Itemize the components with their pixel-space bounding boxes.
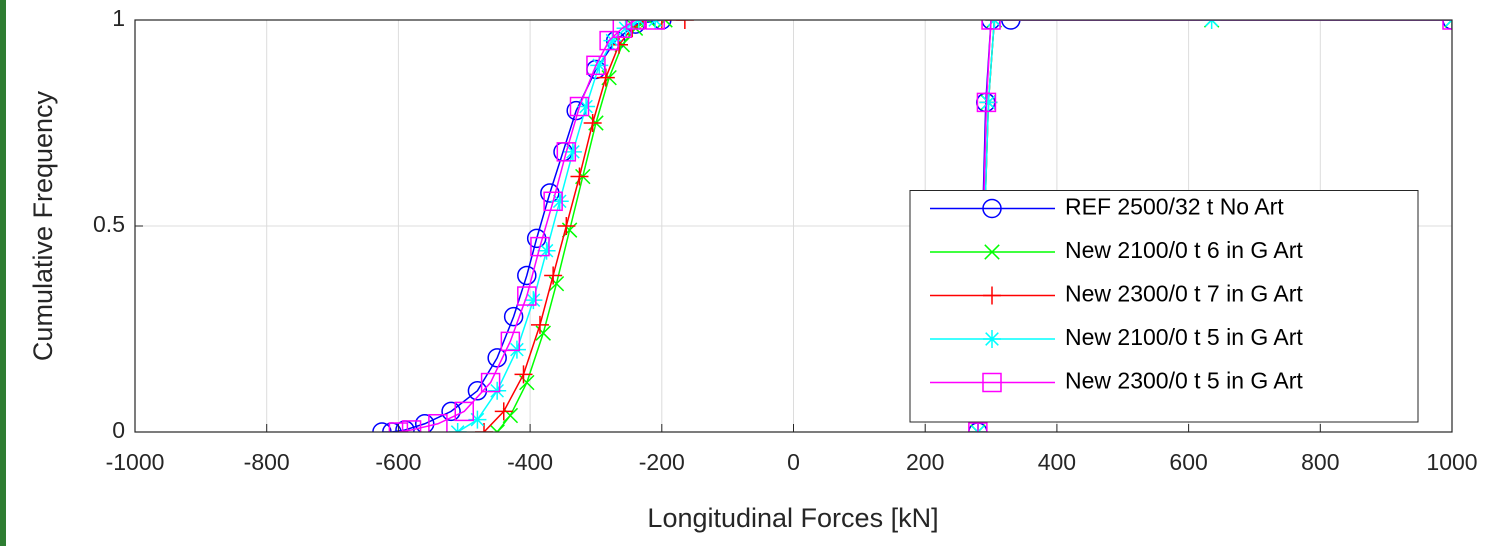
x-tick-label: -1000 [106, 449, 165, 475]
marker [537, 241, 556, 260]
legend-label: New 2100/0 t 5 in G Art [1065, 324, 1303, 350]
legend-box [909, 190, 1419, 423]
marker [645, 20, 665, 30]
marker [586, 55, 606, 76]
marker [590, 56, 609, 75]
legend: REF 2500/32 t No Art New 2100/0 t 6 in G … [909, 190, 1419, 423]
x-tick-label: -800 [244, 449, 290, 475]
marker [428, 414, 448, 432]
marker [401, 420, 422, 432]
marker [388, 422, 409, 432]
marker [540, 183, 560, 203]
marker [983, 286, 1001, 305]
marker [982, 372, 1002, 393]
marker [468, 410, 487, 429]
x-axis-label: Longitudinal Forces [kN] [647, 503, 938, 533]
marker [557, 217, 576, 235]
legend-label: New 2300/0 t 7 in G Art [1065, 281, 1303, 307]
marker [414, 414, 435, 432]
legend-label: New 2100/0 t 6 in G Art [1065, 237, 1303, 263]
marker [596, 68, 615, 87]
marker [489, 424, 505, 432]
x-tick-label: 200 [906, 449, 944, 475]
x-tick-label: 0 [787, 449, 800, 475]
marker [569, 96, 590, 117]
ticks: -1000 -800 -600 -400 -200 0 200 400 600 800 1000 0 0… [93, 5, 1478, 475]
marker [603, 31, 622, 50]
window-border [0, 0, 6, 546]
marker [441, 401, 461, 422]
marker [984, 244, 1000, 260]
marker [1001, 20, 1021, 30]
marker [487, 348, 507, 368]
marker [544, 266, 563, 285]
marker [981, 20, 1001, 30]
x-tick-label: -200 [639, 449, 685, 475]
marker [983, 330, 1001, 348]
marker [503, 306, 524, 327]
marker [517, 265, 537, 286]
marker [577, 97, 596, 116]
marker [500, 331, 521, 352]
marker [979, 93, 998, 112]
legend-label: New 2300/0 t 5 in G Art [1065, 368, 1303, 394]
marker [556, 142, 577, 162]
marker [583, 114, 602, 132]
x-tick-label: 800 [1301, 449, 1339, 475]
marker [563, 142, 582, 161]
marker [507, 340, 526, 359]
marker [982, 198, 1002, 219]
y-axis-label: Cumulative Frequency [28, 90, 58, 361]
marker [968, 422, 988, 432]
marker [543, 191, 563, 212]
x-tick-label: 400 [1038, 449, 1076, 475]
marker [517, 286, 537, 306]
marker [372, 422, 392, 432]
x-tick-label: 600 [1169, 449, 1207, 475]
marker [550, 192, 569, 211]
legend-label: REF 2500/32 t No Art [1065, 194, 1284, 220]
marker [616, 20, 635, 38]
marker [514, 365, 533, 384]
y-tick-label: 1 [112, 5, 125, 31]
x-tick-label: -600 [375, 449, 421, 475]
x-tick-label: -400 [507, 449, 553, 475]
marker [625, 20, 646, 30]
marker [530, 315, 549, 334]
y-tick-label: 0.5 [93, 211, 125, 237]
y-tick-label: 0 [112, 417, 125, 443]
marker [976, 92, 997, 113]
marker [675, 20, 694, 29]
marker [475, 423, 494, 432]
x-tick-label: 1000 [1426, 449, 1477, 475]
marker [480, 372, 501, 393]
marker [494, 402, 513, 421]
marker [454, 401, 474, 422]
marker [524, 291, 543, 310]
marker [612, 20, 633, 38]
marker [530, 236, 550, 257]
marker [488, 381, 507, 400]
marker [599, 30, 619, 51]
marker [467, 381, 488, 401]
marker [526, 228, 547, 249]
marker [570, 167, 589, 186]
